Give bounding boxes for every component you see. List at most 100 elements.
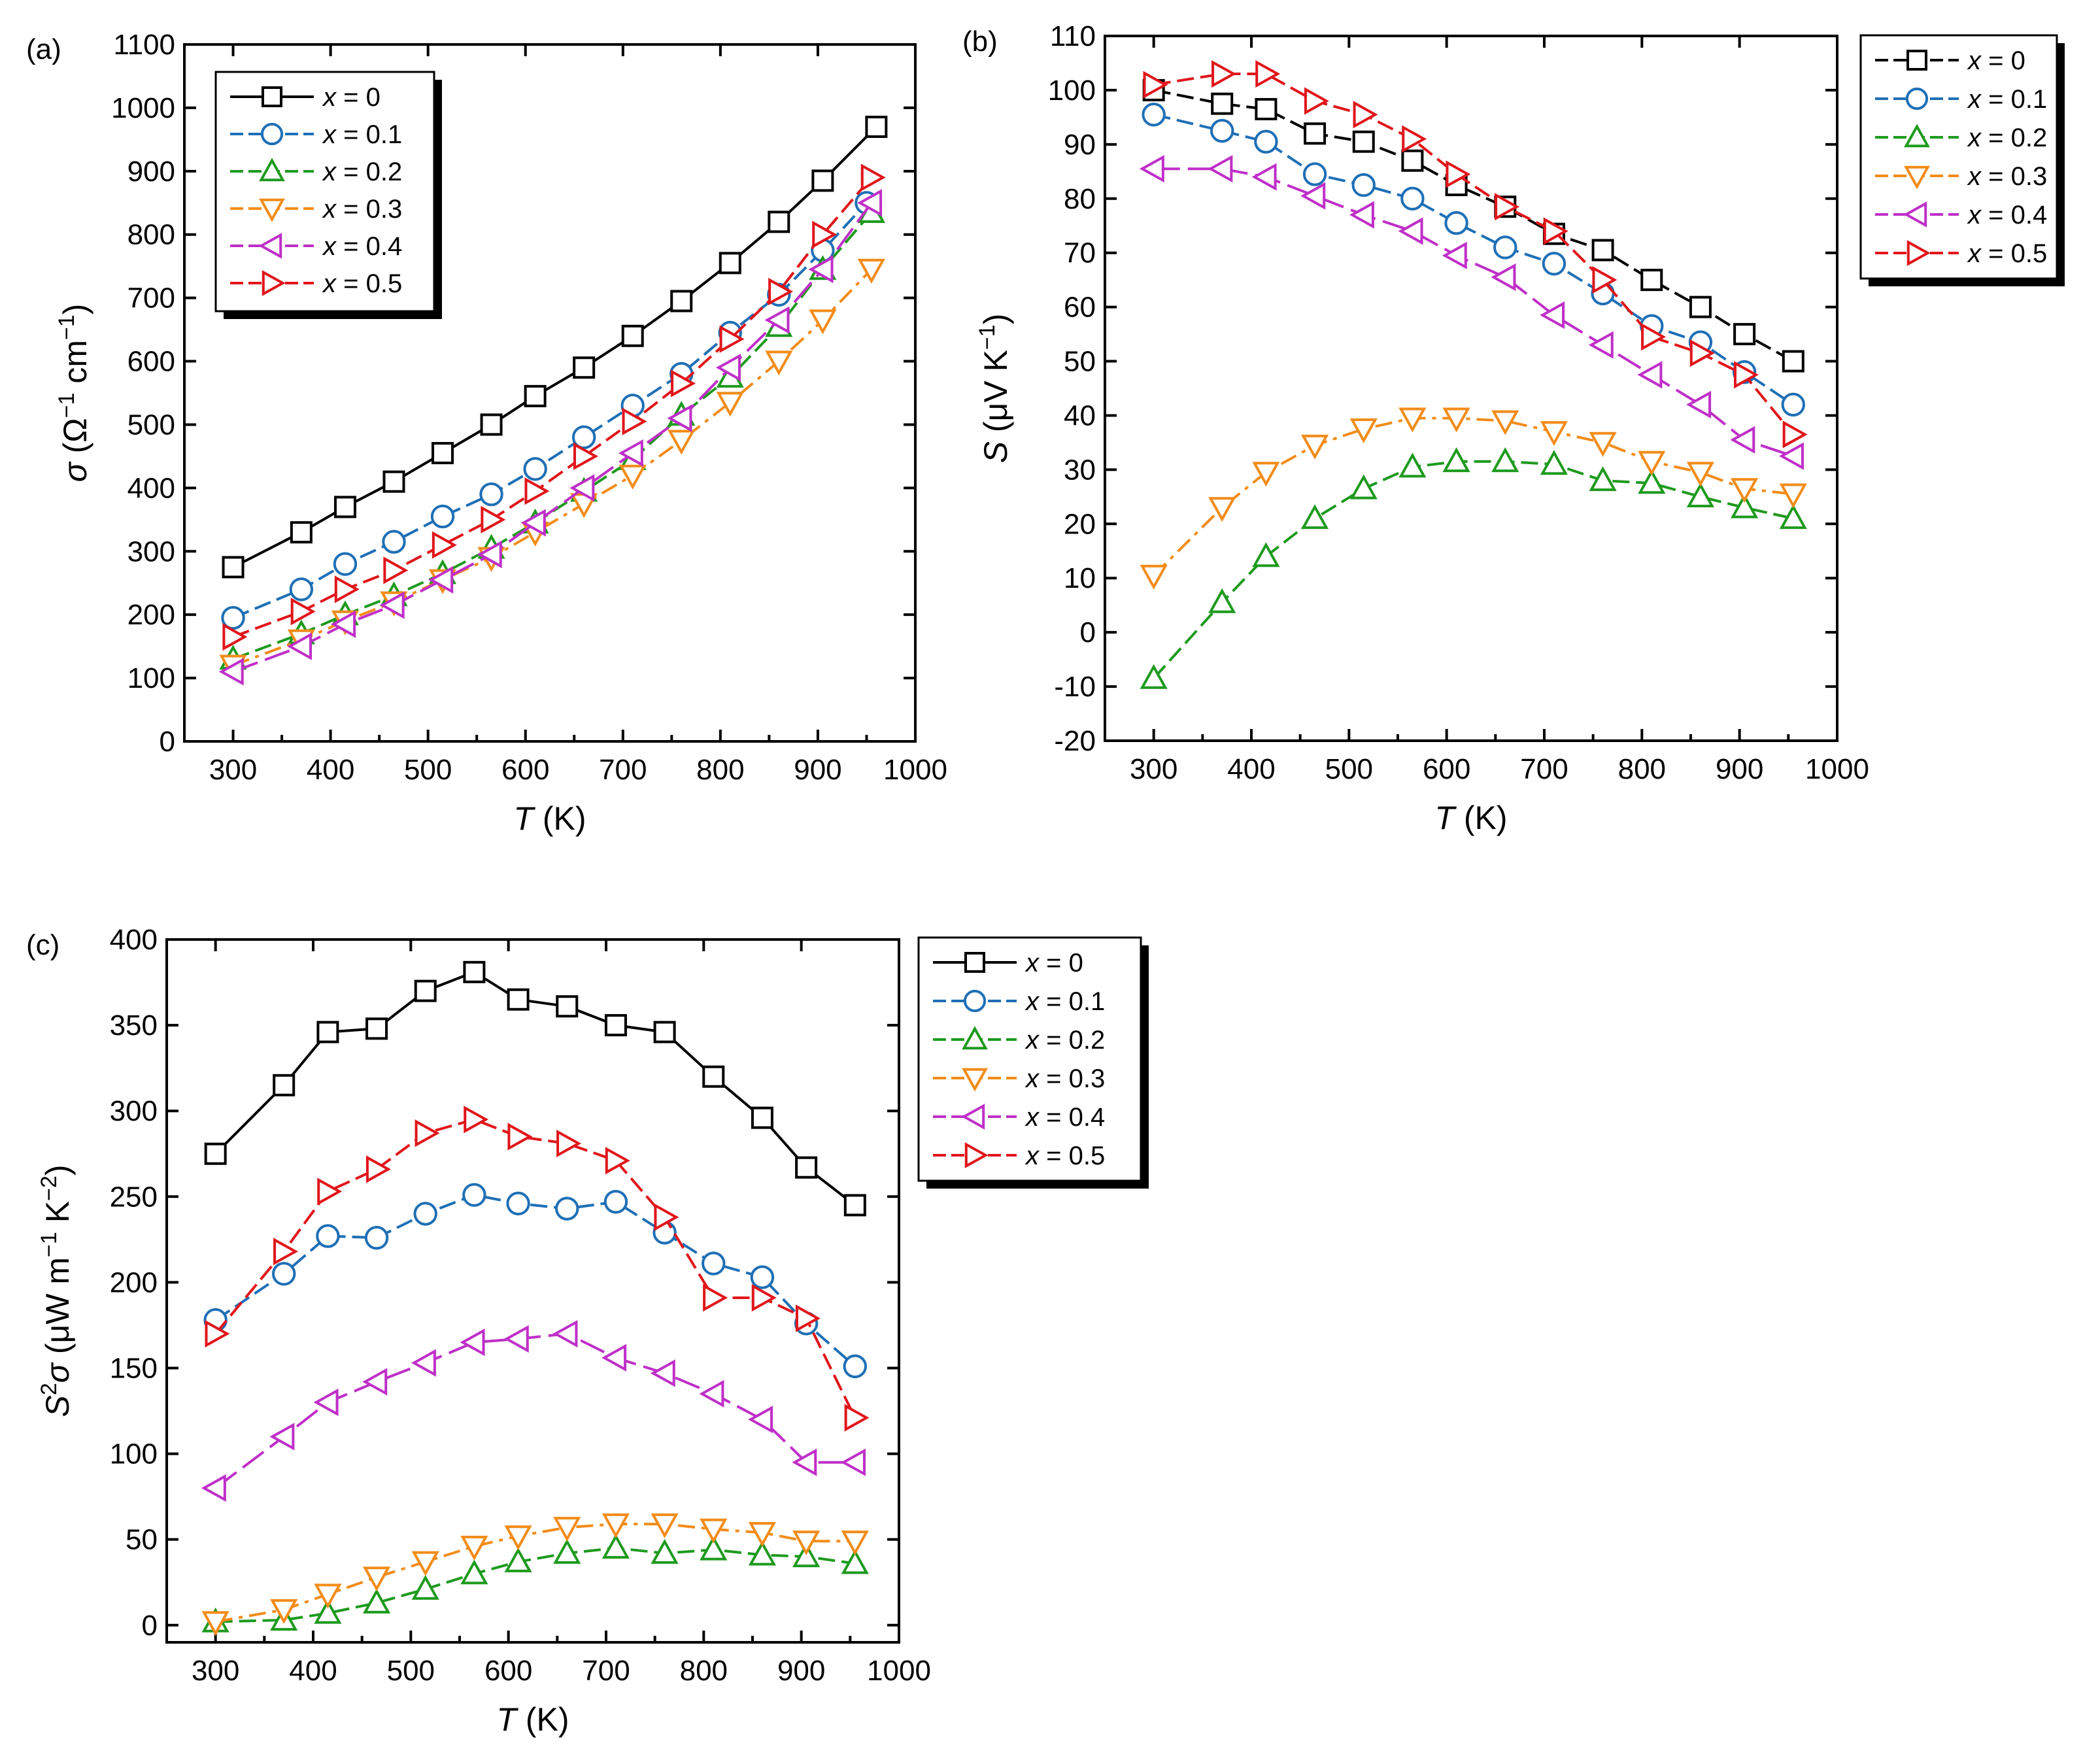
data-point-b-3-0 <box>1140 564 1168 590</box>
legend-marker-c-0 <box>964 952 985 973</box>
data-point-c-2-13 <box>841 1549 869 1574</box>
y-tick-label-a-300: 300 <box>127 535 175 567</box>
x-tick-label-c-900: 900 <box>777 1655 825 1687</box>
legend-a: x = 0 x = 0.1 x = 0.2 x = 0.3 x = 0.4 x = 0.5 <box>214 71 442 319</box>
data-point-b-2-11 <box>1686 482 1715 508</box>
data-point-b-5-12 <box>1733 361 1759 389</box>
data-point-b-3-12 <box>1731 478 1759 503</box>
y-tick-label-a-100: 100 <box>127 662 175 694</box>
data-point-b-1-4 <box>1351 173 1376 197</box>
y-tick-label-a-0: 0 <box>160 726 175 758</box>
y-tick-label-c-300: 300 <box>110 1095 158 1127</box>
data-point-c-5-2 <box>317 1177 343 1206</box>
legend-marker-a-3 <box>259 198 285 222</box>
data-point-a-4-3 <box>379 591 405 619</box>
x-tick-label-c-500: 500 <box>387 1655 435 1687</box>
data-point-a-4-1 <box>287 632 313 660</box>
y-tick-label-c-400: 400 <box>110 924 158 956</box>
data-point-a-1-3 <box>382 530 406 554</box>
data-point-b-3-2 <box>1252 462 1280 487</box>
data-point-a-4-6 <box>520 509 546 537</box>
data-point-b-4-13 <box>1778 442 1804 470</box>
data-point-a-5-9 <box>671 369 696 398</box>
data-point-c-4-1 <box>269 1423 295 1451</box>
data-point-a-5-8 <box>622 407 647 435</box>
series-a-0 <box>222 115 888 579</box>
series-b-3 <box>1140 407 1807 590</box>
series-c-4 <box>201 1319 866 1502</box>
data-point-c-0-3 <box>365 1017 388 1040</box>
data-point-c-5-11 <box>751 1283 777 1312</box>
data-point-a-4-11 <box>764 306 790 334</box>
data-point-c-3-4 <box>411 1551 439 1576</box>
x-tick-label-c-800: 800 <box>680 1655 728 1687</box>
series-a-4 <box>218 189 883 686</box>
data-point-c-0-13 <box>843 1194 866 1217</box>
y-tick-label-b-50: 50 <box>1064 346 1096 378</box>
plot-frame-b <box>1104 35 1838 742</box>
data-point-b-3-13 <box>1779 483 1807 509</box>
series-line-c-0 <box>214 970 856 1206</box>
legend-label-b-5: x = 0.5 <box>1967 239 2047 268</box>
data-point-c-3-10 <box>700 1518 728 1544</box>
data-point-b-0-10 <box>1640 269 1663 292</box>
data-point-a-4-2 <box>331 610 356 638</box>
data-point-a-4-12 <box>808 255 834 284</box>
legend-marker-a-2 <box>259 158 285 182</box>
panel-label-b: (b) <box>962 25 998 58</box>
data-point-c-5-10 <box>703 1283 728 1312</box>
data-point-a-0-11 <box>768 211 790 233</box>
legend-marker-b-5 <box>1906 240 1931 266</box>
data-point-b-5-9 <box>1592 266 1617 294</box>
data-point-a-1-4 <box>430 504 455 529</box>
legend-marker-c-5 <box>964 1142 989 1168</box>
data-point-a-0-1 <box>290 521 313 544</box>
legend-marker-b-3 <box>1904 165 1930 190</box>
legend-label-b-2: x = 0.2 <box>1967 124 2047 152</box>
panel-label-c: (c) <box>26 929 59 961</box>
series-b-2 <box>1140 447 1807 689</box>
data-point-c-2-10 <box>700 1535 728 1561</box>
legend-box-c <box>917 936 1142 1182</box>
x-tick-label-b-700: 700 <box>1520 753 1568 785</box>
data-point-c-2-11 <box>748 1540 777 1566</box>
data-point-c-4-10 <box>699 1379 724 1408</box>
legend-label-c-2: x = 0.2 <box>1025 1026 1105 1055</box>
data-point-b-5-8 <box>1543 217 1568 245</box>
data-point-c-2-3 <box>362 1588 391 1614</box>
data-point-b-3-10 <box>1638 450 1666 476</box>
data-point-b-2-12 <box>1731 493 1759 518</box>
y-tick-label-c-250: 250 <box>110 1181 158 1213</box>
legend-label-a-4: x = 0.4 <box>322 232 402 261</box>
data-point-a-1-0 <box>221 605 245 630</box>
data-point-b-5-1 <box>1211 59 1237 88</box>
legend-label-b-3: x = 0.3 <box>1967 162 2047 191</box>
data-point-a-5-3 <box>383 556 409 584</box>
data-point-a-5-4 <box>432 531 457 559</box>
legend-label-a-2: x = 0.2 <box>322 158 402 186</box>
legend-box-b <box>1859 34 2058 280</box>
data-point-c-0-6 <box>507 988 530 1011</box>
data-point-b-5-6 <box>1446 160 1471 188</box>
data-point-a-4-7 <box>569 474 595 502</box>
x-tick-label-a-800: 800 <box>696 754 744 786</box>
data-point-a-1-6 <box>523 457 547 481</box>
data-point-c-5-5 <box>464 1106 489 1134</box>
legend-marker-c-3 <box>962 1068 988 1092</box>
legend-marker-b-1 <box>1905 87 1929 110</box>
data-point-b-5-5 <box>1402 125 1427 153</box>
data-point-c-3-5 <box>460 1536 488 1561</box>
data-point-b-2-3 <box>1300 504 1329 530</box>
data-point-b-0-3 <box>1304 122 1327 145</box>
data-point-a-5-6 <box>524 477 550 505</box>
x-tick-label-a-500: 500 <box>404 754 452 786</box>
data-point-a-1-7 <box>571 425 596 450</box>
data-point-c-0-8 <box>604 1014 627 1037</box>
y-tick-label-c-50: 50 <box>126 1524 158 1556</box>
y-tick-label-b-30: 30 <box>1064 454 1096 486</box>
data-point-a-1-5 <box>479 482 503 507</box>
legend-label-b-4: x = 0.4 <box>1967 201 2047 229</box>
data-point-a-5-10 <box>719 325 745 353</box>
y-tick-label-b-100: 100 <box>1048 75 1096 107</box>
data-point-a-1-2 <box>333 552 358 576</box>
